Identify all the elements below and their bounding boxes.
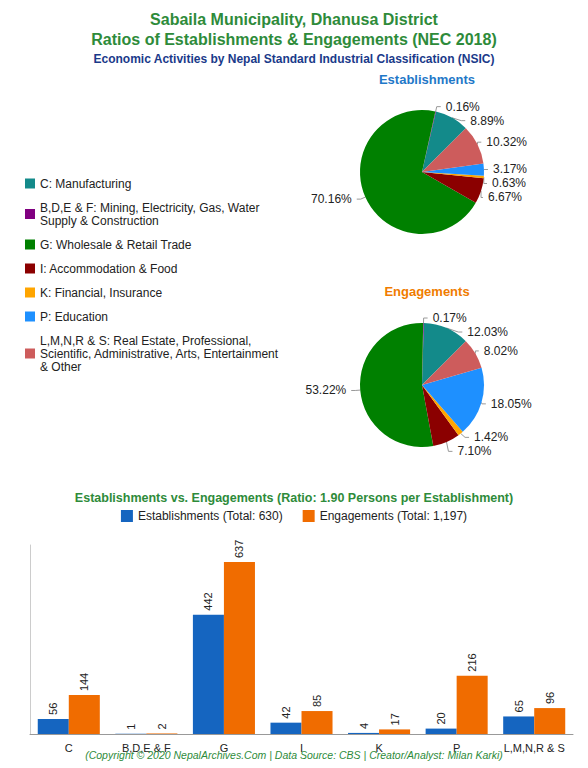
svg-text:Establishments: Establishments (379, 72, 475, 87)
svg-text:1: 1 (125, 724, 137, 730)
svg-text:20: 20 (435, 712, 447, 724)
svg-text:Sabaila Municipality, Dhanusa: Sabaila Municipality, Dhanusa District (150, 11, 438, 28)
svg-text:P: Education: P: Education (40, 310, 108, 324)
svg-text:C: C (65, 742, 73, 754)
svg-text:L,M,N,R & S: L,M,N,R & S (504, 742, 565, 754)
svg-text:144: 144 (78, 673, 90, 691)
svg-text:Engagements (Total: 1,197): Engagements (Total: 1,197) (320, 509, 467, 523)
svg-text:B,D,E & F: B,D,E & F (121, 741, 171, 754)
svg-text:7.10%: 7.10% (457, 444, 491, 458)
svg-text:Establishments vs. Engagements: Establishments vs. Engagements (Ratio: 1… (75, 491, 513, 505)
svg-text:42: 42 (280, 706, 292, 718)
svg-text:K: K (375, 741, 383, 754)
svg-text:I: I (300, 741, 303, 754)
svg-text:Establishments (Total: 630): Establishments (Total: 630) (138, 509, 283, 523)
svg-text:0.63%: 0.63% (492, 176, 526, 190)
svg-text:L,M,N,R & S: Real Estate, Prof: L,M,N,R & S: Real Estate, Professional, (40, 334, 255, 348)
svg-text:1.42%: 1.42% (474, 430, 508, 444)
svg-text:& Other: & Other (40, 360, 81, 374)
svg-text:70.16%: 70.16% (311, 192, 352, 206)
svg-text:8.89%: 8.89% (470, 114, 504, 128)
svg-text:4: 4 (358, 723, 370, 729)
svg-text:G: Wholesale & Retail Trade: G: Wholesale & Retail Trade (40, 238, 192, 252)
svg-text:637: 637 (233, 540, 245, 558)
svg-text:2: 2 (156, 723, 168, 729)
svg-text:C: Manufacturing: C: Manufacturing (40, 177, 131, 191)
svg-text:53.22%: 53.22% (306, 383, 347, 397)
svg-text:96: 96 (544, 692, 556, 704)
svg-text:Supply & Construction: Supply & Construction (40, 214, 159, 228)
svg-text:B,D,E & F: Mining, Electricity: B,D,E & F: Mining, Electricity, Gas, Wat… (40, 201, 263, 215)
svg-text:18.05%: 18.05% (491, 397, 532, 411)
svg-text:Scientific, Administrative, Ar: Scientific, Administrative, Arts, Entert… (40, 347, 281, 361)
svg-text:17: 17 (389, 713, 401, 725)
svg-text:Ratios of Establishments & Eng: Ratios of Establishments & Engagements (… (91, 31, 496, 48)
svg-text:65: 65 (513, 700, 525, 712)
svg-text:K: Financial, Insurance: K: Financial, Insurance (40, 286, 162, 300)
svg-text:I: Accommodation & Food: I: Accommodation & Food (40, 262, 177, 276)
svg-text:P: P (453, 741, 461, 754)
svg-text:0.16%: 0.16% (446, 100, 480, 114)
svg-text:G: G (219, 741, 229, 754)
svg-text:442: 442 (202, 592, 214, 610)
svg-text:216: 216 (466, 653, 478, 671)
svg-text:Economic Activities by Nepal S: Economic Activities by Nepal Standard In… (94, 52, 495, 66)
svg-text:85: 85 (311, 695, 323, 707)
svg-text:(Copyright © 2020 NepalArchive: (Copyright © 2020 NepalArchives.Com | Da… (85, 749, 503, 761)
svg-text:56: 56 (47, 703, 59, 715)
svg-text:Engagements: Engagements (384, 284, 469, 299)
svg-text:12.03%: 12.03% (467, 325, 508, 339)
svg-text:0.17%: 0.17% (433, 311, 467, 325)
svg-text:3.17%: 3.17% (493, 162, 527, 176)
svg-text:10.32%: 10.32% (486, 135, 527, 149)
svg-text:6.67%: 6.67% (488, 190, 522, 204)
svg-text:8.02%: 8.02% (484, 344, 518, 358)
